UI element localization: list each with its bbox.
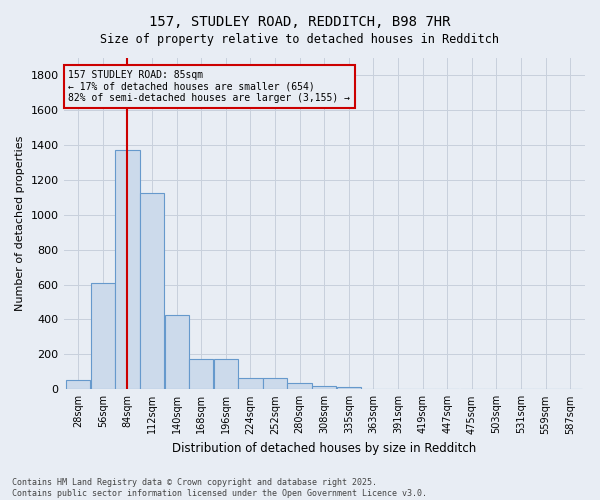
Y-axis label: Number of detached properties: Number of detached properties [15, 136, 25, 311]
Bar [312, 386, 337, 390]
Text: Size of property relative to detached houses in Redditch: Size of property relative to detached ho… [101, 32, 499, 46]
Bar [115, 150, 140, 390]
Text: Contains HM Land Registry data © Crown copyright and database right 2025.
Contai: Contains HM Land Registry data © Crown c… [12, 478, 427, 498]
Bar [214, 358, 238, 390]
Bar [91, 283, 115, 390]
Bar [238, 378, 263, 390]
Text: 157, STUDLEY ROAD, REDDITCH, B98 7HR: 157, STUDLEY ROAD, REDDITCH, B98 7HR [149, 15, 451, 29]
Text: 157 STUDLEY ROAD: 85sqm
← 17% of detached houses are smaller (654)
82% of semi-d: 157 STUDLEY ROAD: 85sqm ← 17% of detache… [68, 70, 350, 103]
Bar [263, 378, 287, 390]
Bar [66, 380, 91, 390]
Bar [337, 386, 361, 390]
Bar [189, 358, 214, 390]
Bar [287, 383, 312, 390]
X-axis label: Distribution of detached houses by size in Redditch: Distribution of detached houses by size … [172, 442, 476, 455]
Bar [164, 315, 189, 390]
Bar [140, 193, 164, 390]
